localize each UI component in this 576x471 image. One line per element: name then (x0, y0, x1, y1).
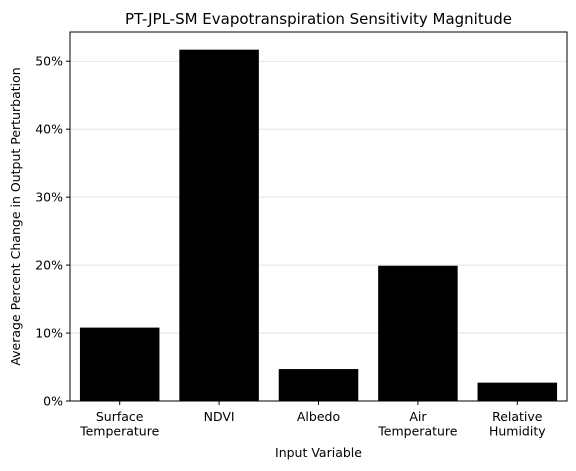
x-tick-label: Albedo (297, 409, 340, 424)
bar (179, 49, 259, 401)
x-tick-label: NDVI (204, 409, 235, 424)
x-axis: Surface Temperature NDVI Albedo Air Temperatu… (79, 401, 546, 439)
y-tick-label: 40% (35, 122, 63, 137)
bar (79, 327, 160, 401)
y-tick-label: 0% (43, 394, 63, 409)
x-tick-label: Surface Temperature (79, 409, 159, 439)
bar (477, 382, 558, 401)
y-axis-label: Average Percent Change in Output Perturb… (8, 67, 23, 365)
bars (79, 49, 558, 401)
x-tick-label: Relative Humidity (489, 409, 546, 439)
bar (378, 265, 458, 401)
y-tick-label: 30% (35, 190, 63, 205)
chart-title: PT-JPL-SM Evapotranspiration Sensitivity… (125, 10, 512, 28)
bar (278, 369, 359, 401)
x-axis-label: Input Variable (275, 445, 362, 460)
y-tick-label: 20% (35, 258, 63, 273)
x-tick-label: Air Temperature (377, 409, 457, 439)
y-axis: 0% 10% 20% 30% 40% 50% (35, 54, 70, 409)
y-tick-label: 50% (35, 54, 63, 69)
y-tick-label: 10% (35, 326, 63, 341)
